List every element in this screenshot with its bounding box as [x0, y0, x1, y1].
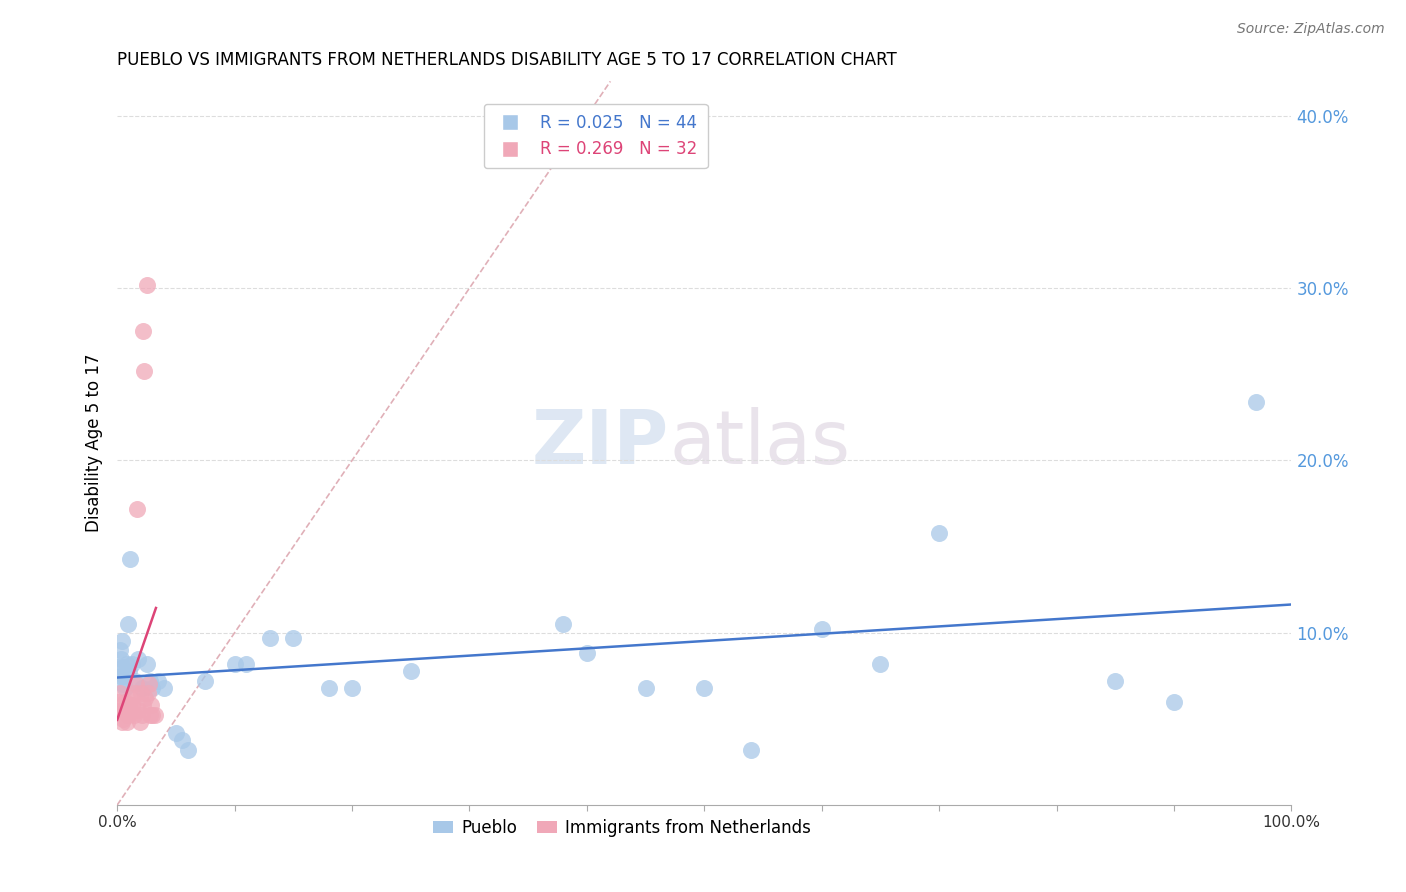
Point [118, 664, 141, 678]
Point [134, 691, 156, 706]
Point [107, 695, 129, 709]
Point [110, 703, 132, 717]
Point [124, 686, 146, 700]
Point [129, 686, 152, 700]
Point [575, 646, 598, 660]
Point [170, 732, 193, 747]
Point [127, 703, 149, 717]
Point [120, 551, 142, 566]
Point [634, 681, 657, 695]
Point [1244, 394, 1267, 409]
Point [125, 677, 148, 691]
Point [114, 681, 136, 695]
Point [139, 673, 162, 688]
Text: atlas: atlas [669, 407, 851, 480]
Point [108, 686, 131, 700]
Point [124, 673, 146, 688]
Point [132, 324, 155, 338]
Point [120, 703, 142, 717]
Point [114, 695, 136, 709]
Point [122, 708, 145, 723]
Point [283, 631, 305, 645]
Point [141, 708, 163, 723]
Point [117, 617, 139, 632]
Point [107, 660, 129, 674]
Point [340, 681, 363, 695]
Point [165, 725, 187, 739]
Point [110, 651, 132, 665]
Legend: Pueblo, Immigrants from Netherlands: Pueblo, Immigrants from Netherlands [426, 813, 818, 844]
Point [224, 657, 246, 671]
Point [112, 703, 135, 717]
Point [148, 673, 170, 688]
Point [121, 698, 143, 712]
Point [810, 622, 832, 636]
Point [399, 664, 422, 678]
Point [139, 708, 162, 723]
Point [128, 715, 150, 730]
Point [121, 657, 143, 671]
Point [115, 657, 138, 671]
Point [117, 708, 139, 723]
Point [869, 657, 891, 671]
Point [127, 651, 149, 665]
Point [693, 681, 716, 695]
Point [135, 277, 157, 292]
Text: PUEBLO VS IMMIGRANTS FROM NETHERLANDS DISABILITY AGE 5 TO 17 CORRELATION CHART: PUEBLO VS IMMIGRANTS FROM NETHERLANDS DI… [117, 51, 897, 69]
Point [141, 681, 163, 695]
Point [132, 698, 155, 712]
Point [111, 715, 134, 730]
Point [153, 681, 176, 695]
Y-axis label: Disability Age 5 to 17: Disability Age 5 to 17 [86, 354, 103, 533]
Point [136, 686, 159, 700]
Point [553, 617, 575, 632]
Text: ZIP: ZIP [531, 407, 669, 480]
Point [134, 364, 156, 378]
Point [112, 677, 135, 691]
Point [1163, 695, 1185, 709]
Point [143, 708, 166, 723]
Point [235, 657, 257, 671]
Point [112, 712, 135, 726]
Point [110, 669, 132, 683]
Point [176, 743, 198, 757]
Point [131, 681, 153, 695]
Point [127, 501, 149, 516]
Point [111, 634, 134, 648]
Point [259, 631, 281, 645]
Point [115, 715, 138, 730]
Point [138, 677, 160, 691]
Point [118, 698, 141, 712]
Point [194, 673, 217, 688]
Point [135, 657, 157, 671]
Point [318, 681, 340, 695]
Point [108, 643, 131, 657]
Point [112, 660, 135, 674]
Text: Source: ZipAtlas.com: Source: ZipAtlas.com [1237, 22, 1385, 37]
Point [740, 743, 762, 757]
Point [1104, 673, 1126, 688]
Point [112, 669, 135, 683]
Point [928, 525, 950, 540]
Point [120, 691, 142, 706]
Point [141, 698, 163, 712]
Point [131, 708, 153, 723]
